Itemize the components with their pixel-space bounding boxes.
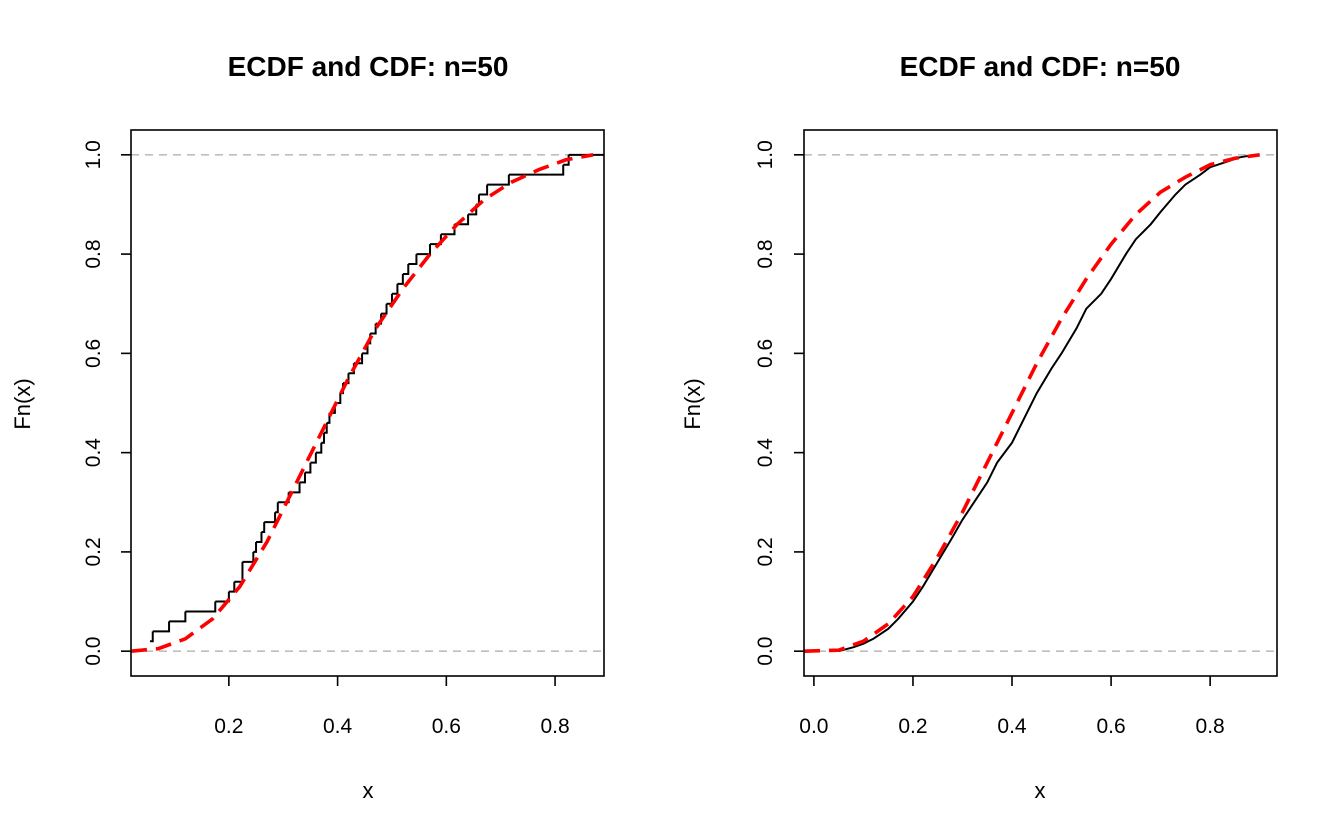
y-tick-label: 0.6: [82, 339, 105, 368]
x-tick-label: 0.0: [799, 715, 828, 738]
y-tick-label: 1.0: [82, 140, 105, 169]
x-tick-label: 0.8: [540, 715, 569, 738]
x-tick-label: 0.2: [214, 715, 243, 738]
y-axis-label: Fn(x): [10, 378, 35, 429]
ecdf-step-line: [150, 153, 604, 643]
y-axis-label: Fn(x): [680, 378, 705, 429]
x-axis-label: x: [363, 778, 374, 803]
x-tick-label: 0.8: [1196, 715, 1225, 738]
y-tick-label: 0.8: [82, 239, 105, 268]
chart-title: ECDF and CDF: n=50: [228, 51, 509, 82]
x-tick-label: 0.6: [432, 715, 461, 738]
right-panel: ECDF and CDF: n=50 x Fn(x) 0.0 0.2 0.4 0.6 0…: [680, 51, 1278, 803]
x-tick-label: 0.4: [997, 715, 1027, 738]
plot-frame: [130, 129, 605, 677]
y-tick-label: 0.0: [82, 637, 105, 666]
x-tick-label: 0.4: [323, 715, 353, 738]
x-tick-label: 0.6: [1096, 715, 1125, 738]
cdf-dashed-line: [803, 153, 1260, 653]
ecdf-line: [838, 153, 1255, 653]
chart-title: ECDF and CDF: n=50: [900, 51, 1181, 82]
left-panel: ECDF and CDF: n=50 x Fn(x) 0.0 0.2 0.4 0.6 0…: [10, 51, 605, 803]
y-tick-label: 0.6: [754, 339, 777, 368]
y-tick-label: 0.2: [754, 537, 777, 566]
x-tick-label: 0.2: [898, 715, 927, 738]
y-tick-label: 0.4: [82, 438, 105, 468]
y-tick-label: 0.0: [754, 637, 777, 666]
plot-frame: [803, 129, 1278, 677]
x-axis-label: x: [1035, 778, 1046, 803]
y-tick-label: 0.8: [754, 239, 777, 268]
y-tick-label: 0.2: [82, 537, 105, 566]
y-tick-label: 0.4: [754, 438, 777, 468]
y-tick-label: 1.0: [754, 140, 777, 169]
cdf-dashed-line: [130, 153, 594, 653]
